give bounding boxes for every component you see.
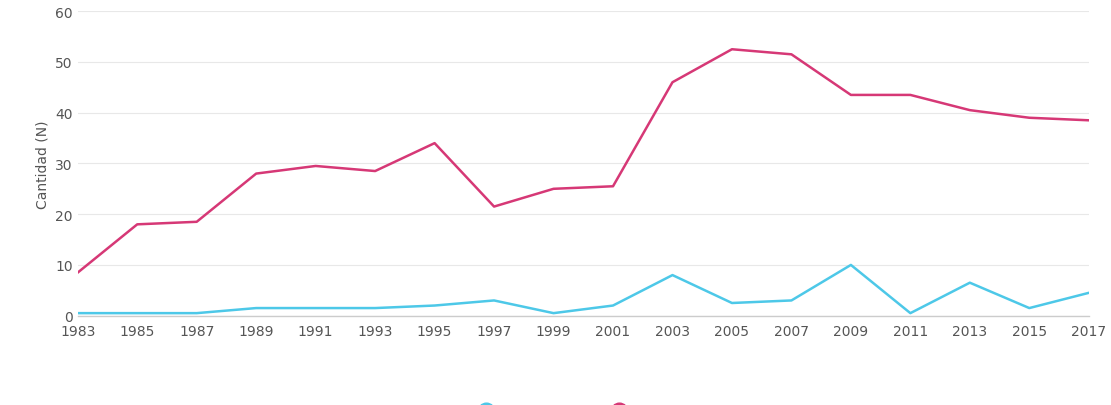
Y-axis label: Cantidad (N): Cantidad (N): [36, 120, 50, 208]
Legend: NEP bancas, Bloques: NEP bancas, Bloques: [467, 399, 700, 405]
